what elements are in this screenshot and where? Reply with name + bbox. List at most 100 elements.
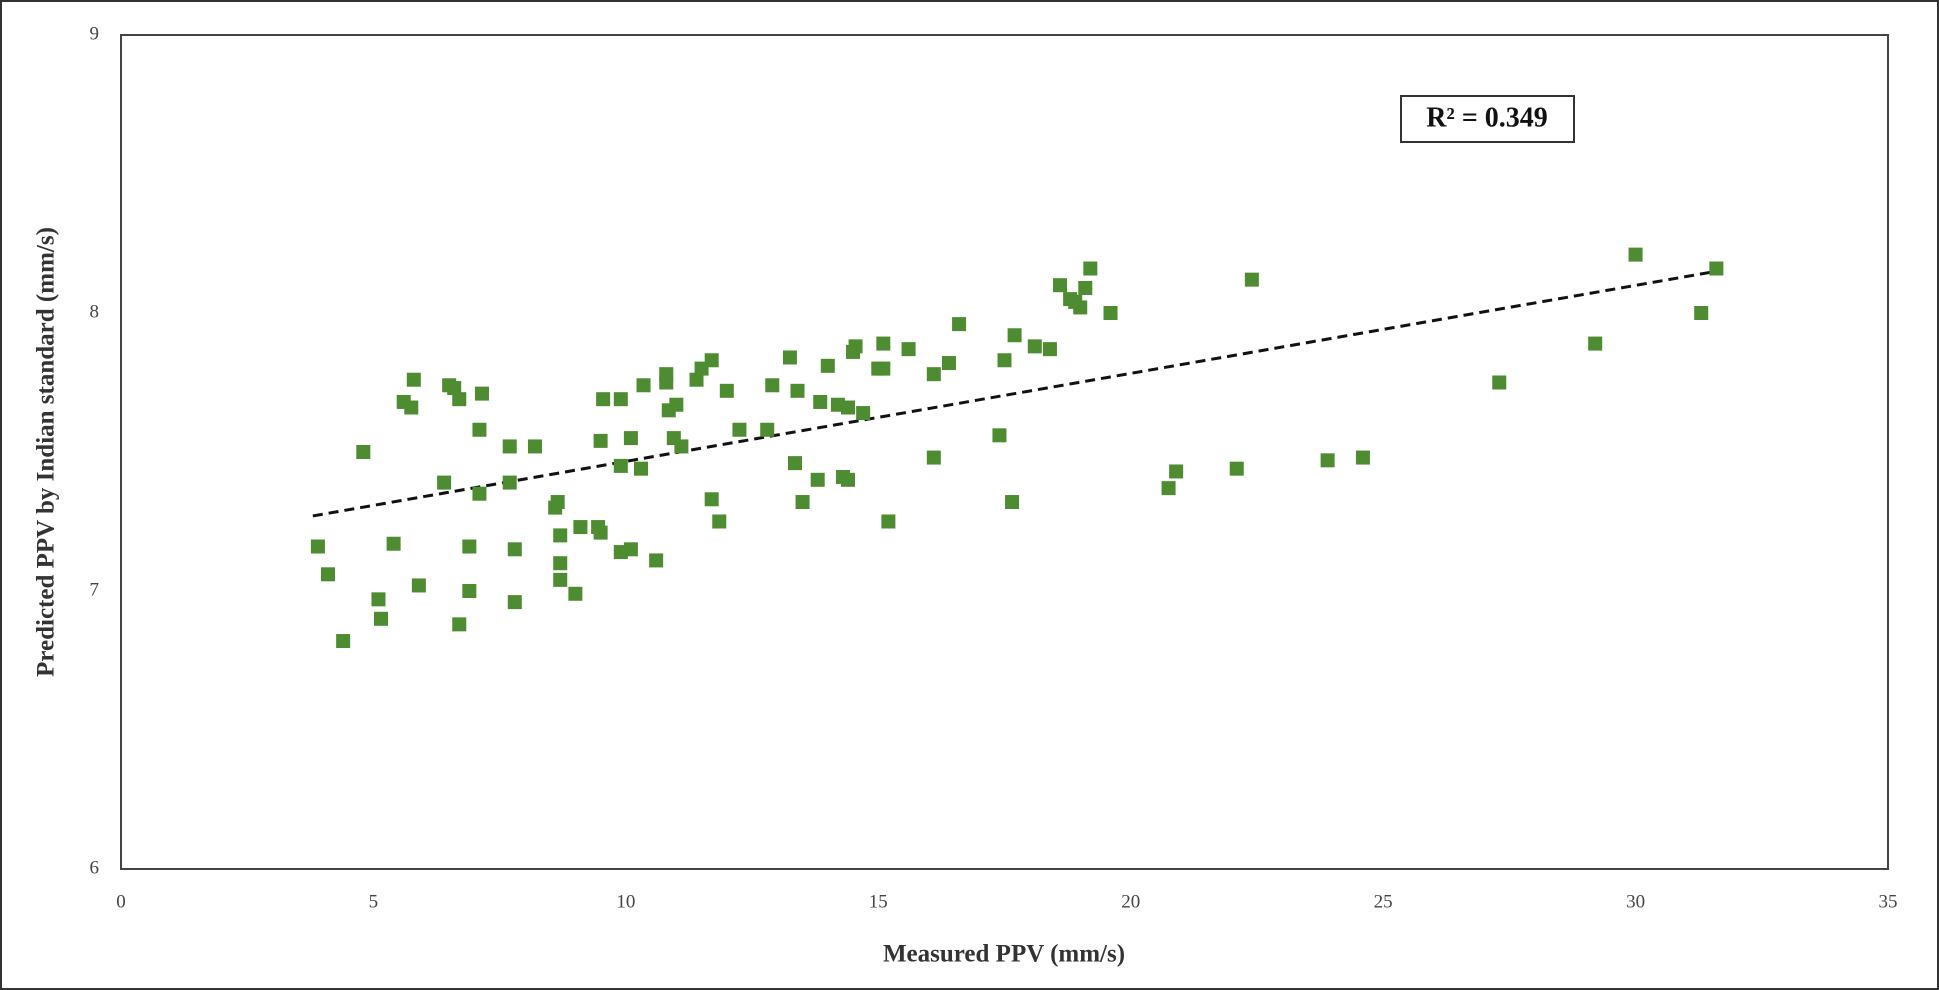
point [787, 456, 802, 471]
x-tick-label: 30 [1626, 891, 1645, 912]
point [881, 514, 896, 529]
point [462, 539, 477, 554]
y-tick-label: 8 [90, 301, 100, 322]
point [320, 567, 335, 582]
point [689, 372, 704, 387]
point [1492, 375, 1507, 390]
point [1103, 306, 1118, 320]
point [593, 433, 608, 448]
point [674, 439, 689, 454]
point [848, 339, 863, 354]
x-tick-label: 0 [116, 891, 126, 912]
point [1083, 261, 1098, 276]
point [374, 611, 389, 626]
annotation: R² = 0.349 [1426, 102, 1548, 133]
point [941, 356, 956, 371]
point [1320, 453, 1335, 468]
point [820, 358, 835, 373]
point [386, 536, 401, 551]
point [634, 461, 649, 476]
y-axis-title: Predicted PPV by Indian standard (mm/s) [33, 227, 60, 677]
x-tick-label: 5 [369, 891, 379, 912]
point [1161, 481, 1176, 496]
point [437, 475, 452, 490]
point [452, 617, 467, 632]
point [813, 394, 828, 409]
point [997, 353, 1012, 368]
point [623, 431, 638, 446]
point [1355, 450, 1370, 465]
point [636, 378, 651, 393]
point [623, 542, 638, 557]
x-tick-label: 15 [869, 891, 888, 912]
trendline [312, 269, 1717, 518]
point [1244, 272, 1259, 287]
point [411, 578, 426, 593]
point [1709, 261, 1724, 276]
point [760, 422, 775, 437]
point [1628, 247, 1643, 262]
point [371, 592, 386, 607]
point [356, 445, 371, 459]
point [765, 378, 780, 393]
point [553, 572, 568, 587]
y-tick-label: 7 [90, 579, 100, 600]
point [502, 475, 517, 490]
point [876, 361, 891, 376]
x-tick-label: 25 [1374, 891, 1393, 912]
point [593, 525, 608, 540]
point [795, 495, 810, 510]
point [669, 397, 684, 412]
point [1053, 278, 1068, 293]
point [790, 383, 805, 398]
point [550, 495, 565, 510]
point [876, 336, 891, 351]
point [474, 386, 489, 401]
point [719, 383, 734, 398]
point [1073, 300, 1088, 315]
point [1169, 464, 1184, 479]
point [926, 367, 941, 382]
point [1694, 306, 1709, 320]
point [507, 542, 522, 557]
point [840, 472, 855, 487]
point [1588, 336, 1603, 351]
point [782, 350, 797, 365]
point [502, 439, 517, 454]
x-tick-label: 20 [1121, 891, 1140, 912]
point [336, 634, 351, 649]
y-tick-label: 9 [90, 23, 100, 44]
point [926, 450, 941, 465]
point [553, 556, 568, 571]
point [1042, 342, 1057, 357]
point [659, 367, 674, 382]
point [856, 406, 871, 421]
point [447, 381, 462, 396]
point [712, 514, 727, 529]
point [1078, 280, 1093, 295]
point [406, 372, 421, 387]
point [613, 392, 628, 407]
point [1005, 495, 1020, 510]
plot-frame [120, 34, 1889, 870]
point [613, 458, 628, 473]
point [1027, 339, 1042, 354]
point [527, 439, 542, 454]
point [810, 472, 825, 487]
point [472, 486, 487, 501]
point [472, 422, 487, 437]
point [462, 584, 477, 598]
annotation-box [1400, 95, 1575, 143]
point [901, 342, 916, 357]
point [732, 422, 747, 437]
point [704, 492, 719, 507]
point [649, 553, 664, 568]
point [840, 400, 855, 415]
point [1229, 461, 1244, 476]
y-tick-label: 6 [90, 857, 100, 878]
x-tick-label: 35 [1879, 891, 1898, 912]
point [992, 428, 1007, 443]
